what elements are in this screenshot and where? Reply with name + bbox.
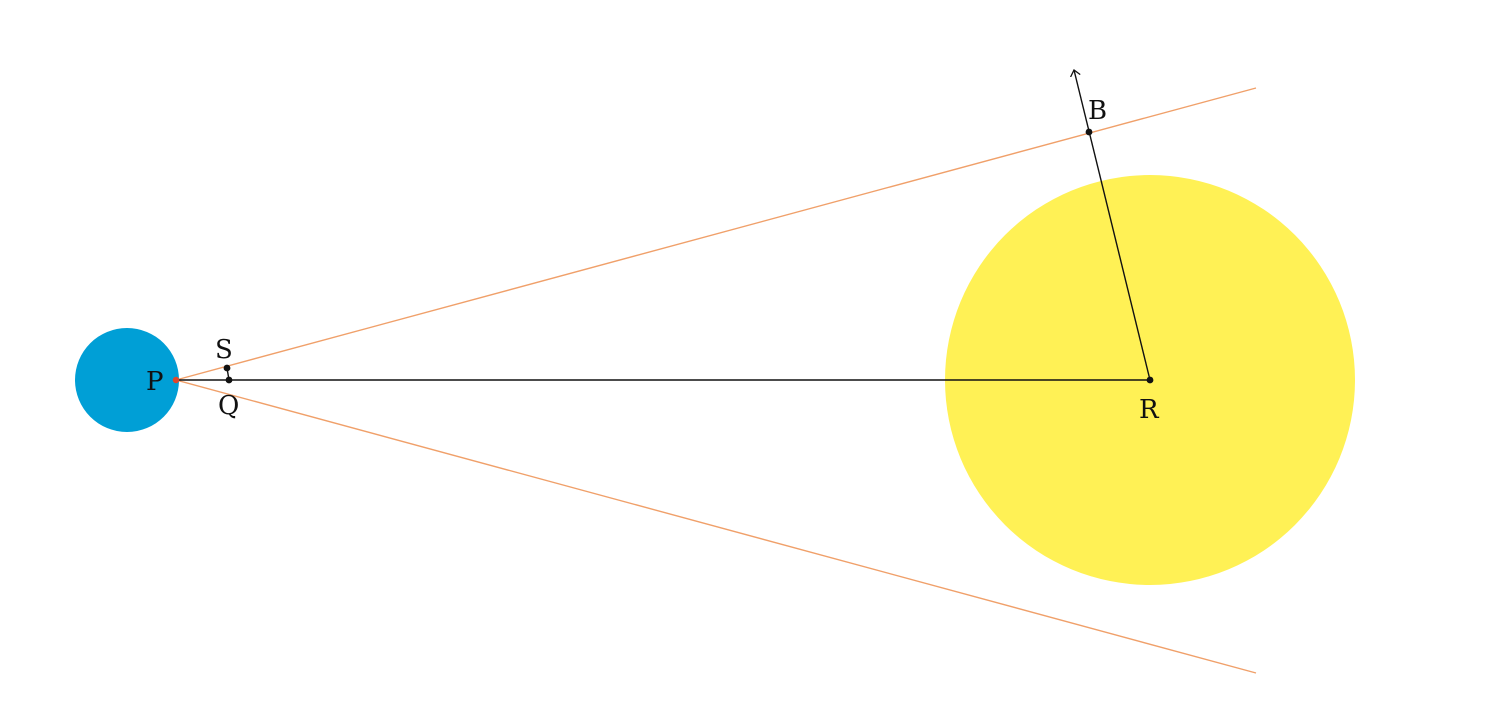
radius-arrow-rb <box>1074 70 1151 381</box>
point-q <box>225 376 233 384</box>
upper-tangent-line <box>175 87 1257 381</box>
point-p <box>172 376 180 384</box>
label-r: R <box>1139 395 1160 425</box>
label-p: P <box>146 367 164 397</box>
label-q: Q <box>218 391 239 421</box>
point-r <box>1146 376 1154 384</box>
point-s <box>223 364 231 372</box>
point-b <box>1085 128 1093 136</box>
label-s: S <box>215 335 233 365</box>
label-b: B <box>1088 96 1107 126</box>
lower-tangent-line <box>175 379 1257 674</box>
earth-disk <box>75 328 179 432</box>
